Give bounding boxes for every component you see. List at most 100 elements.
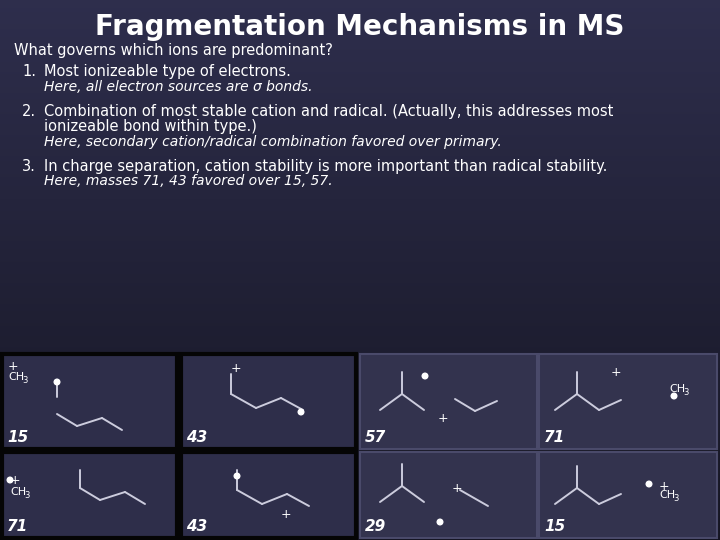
Bar	[0, 467, 720, 468]
Text: What governs which ions are predominant?: What governs which ions are predominant?	[14, 43, 333, 58]
Bar	[0, 6, 720, 7]
Bar	[0, 20, 720, 21]
Bar	[0, 443, 720, 444]
Bar	[0, 228, 720, 229]
Bar	[0, 146, 720, 147]
Bar	[0, 191, 720, 192]
Bar	[0, 82, 720, 83]
Bar	[0, 260, 720, 261]
Bar	[0, 250, 720, 251]
Bar	[0, 168, 720, 169]
Bar	[0, 129, 720, 130]
Bar	[0, 513, 720, 514]
Bar	[0, 188, 720, 189]
Bar	[0, 471, 720, 472]
Bar	[0, 203, 720, 204]
Bar	[0, 509, 720, 510]
Bar	[0, 273, 720, 274]
Bar	[0, 148, 720, 149]
Bar	[0, 444, 720, 445]
Bar	[0, 72, 720, 73]
Bar	[0, 5, 720, 6]
Bar	[0, 460, 720, 461]
Bar	[0, 136, 720, 137]
Bar	[0, 477, 720, 478]
Bar	[0, 97, 720, 98]
Bar	[0, 105, 720, 106]
Bar	[0, 359, 720, 360]
Bar	[0, 305, 720, 306]
Bar	[0, 468, 720, 469]
Bar	[0, 325, 720, 326]
Bar	[0, 484, 720, 485]
Bar	[0, 155, 720, 156]
Bar	[0, 449, 720, 450]
Bar	[0, 398, 720, 399]
Bar	[0, 96, 720, 97]
Bar	[0, 456, 720, 457]
Bar	[0, 274, 720, 275]
Bar	[0, 521, 720, 522]
Bar	[0, 116, 720, 117]
Bar	[539, 452, 717, 538]
Bar	[0, 355, 720, 356]
Bar	[0, 442, 720, 443]
Bar	[0, 512, 720, 513]
Bar	[0, 510, 720, 511]
Bar	[0, 15, 720, 16]
Bar	[0, 284, 720, 285]
Bar	[0, 80, 720, 81]
Bar	[0, 7, 720, 8]
Bar	[0, 166, 720, 167]
Bar	[0, 85, 720, 86]
Bar	[0, 404, 720, 405]
Bar	[0, 277, 720, 278]
Bar	[0, 199, 720, 200]
Bar	[0, 78, 720, 79]
Bar	[0, 397, 720, 398]
Bar	[0, 22, 720, 23]
Bar	[0, 164, 720, 165]
Bar	[0, 333, 720, 334]
Bar	[0, 458, 720, 459]
Bar	[0, 220, 720, 221]
Bar	[0, 479, 720, 480]
Bar	[0, 187, 720, 188]
Bar	[0, 69, 720, 70]
Bar	[0, 33, 720, 34]
Bar	[0, 242, 720, 243]
Bar	[0, 216, 720, 217]
Bar	[0, 1, 720, 2]
Bar	[0, 68, 720, 69]
Text: +: +	[10, 474, 21, 487]
Bar	[360, 452, 537, 538]
Bar	[0, 451, 720, 452]
Bar	[0, 73, 720, 74]
Bar	[0, 258, 720, 259]
Bar	[0, 272, 720, 273]
Bar	[0, 353, 720, 354]
Bar	[0, 445, 720, 446]
Bar	[0, 283, 720, 284]
Bar	[0, 310, 720, 311]
Bar	[0, 171, 720, 172]
Bar	[0, 122, 720, 123]
Circle shape	[7, 477, 13, 483]
Bar	[0, 144, 720, 145]
Bar	[0, 483, 720, 484]
Bar	[0, 261, 720, 262]
Bar	[0, 342, 720, 343]
Text: 43: 43	[186, 430, 207, 445]
Bar	[0, 405, 720, 406]
Bar	[0, 462, 720, 463]
Bar	[0, 177, 720, 178]
Bar	[0, 31, 720, 32]
Text: 15: 15	[544, 519, 565, 534]
Bar	[0, 300, 720, 301]
Bar	[0, 61, 720, 62]
Bar	[0, 135, 720, 136]
Bar	[0, 63, 720, 64]
Bar	[0, 138, 720, 139]
Bar	[0, 411, 720, 412]
Bar	[0, 369, 720, 370]
